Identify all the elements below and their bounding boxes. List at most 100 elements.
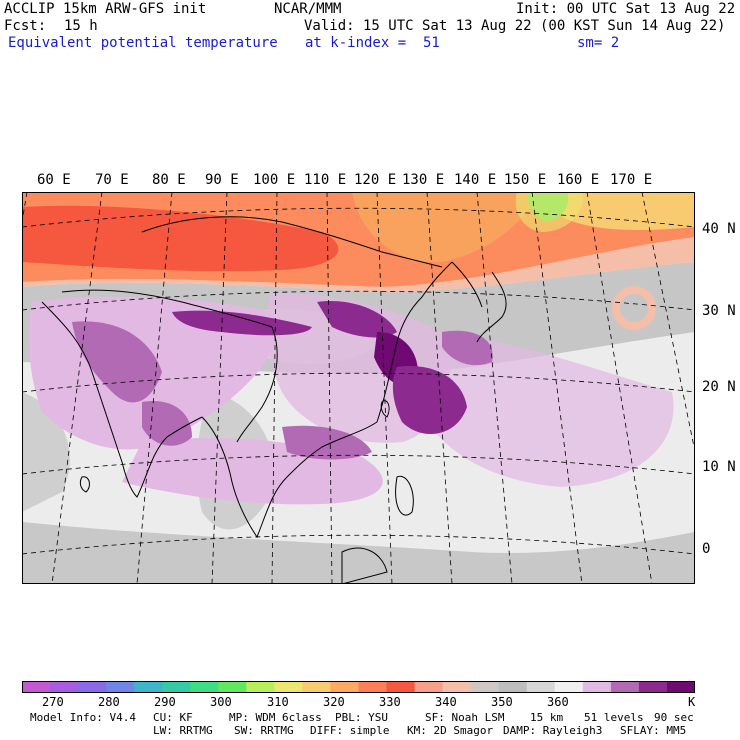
lat-label: 0 xyxy=(702,541,711,557)
lon-label: 60 E xyxy=(37,172,71,188)
smooth-label: sm= 2 xyxy=(577,35,620,51)
mp-scheme: MP: WDM 6class xyxy=(229,711,322,724)
purple-core-india xyxy=(72,321,162,403)
colorbar-segment xyxy=(106,681,135,693)
theta-e-map xyxy=(22,192,695,584)
lon-label: 120 E xyxy=(354,172,397,188)
pbl-scheme: PBL: YSU xyxy=(335,711,388,724)
colorbar-segment xyxy=(190,681,219,693)
colorbar-segment xyxy=(358,681,388,693)
km-scheme: KM: 2D Smagor xyxy=(407,724,494,737)
red-north-core xyxy=(22,205,339,272)
model-info: Model Info: V4.4 xyxy=(30,711,136,724)
levels: 51 levels xyxy=(584,711,644,724)
gray-south-edge xyxy=(22,522,695,584)
lw-scheme: LW: RRTMG xyxy=(153,724,213,737)
lat-label: 30 N xyxy=(702,303,736,319)
island-taiwan xyxy=(380,400,390,418)
sf-scheme: SF: Noah LSM xyxy=(425,711,505,724)
colorbar-segment xyxy=(274,681,303,693)
colorbar-segment xyxy=(470,681,500,693)
colorbar-tick: 290 xyxy=(154,695,176,709)
lat-label: 40 N xyxy=(702,221,736,237)
init-time: Init: 00 UTC Sat 13 Aug 22 xyxy=(516,1,736,17)
colorbar-tick: 320 xyxy=(323,695,345,709)
level-label: at k-index = 51 xyxy=(305,35,440,51)
colorbar-segment xyxy=(442,681,472,693)
meridian-170e xyxy=(641,192,695,454)
sw-scheme: SW: RRTMG xyxy=(234,724,294,737)
purple-core-central-china xyxy=(317,301,397,338)
meridian-90e xyxy=(211,192,228,584)
lon-label: 100 E xyxy=(253,172,296,188)
cu-scheme: CU: KF xyxy=(153,711,193,724)
coastline-indochina xyxy=(201,416,378,539)
meridian-140e xyxy=(476,192,513,584)
fcst-value: 15 h xyxy=(64,18,98,34)
colorbar-tick: 270 xyxy=(42,695,64,709)
colorbar-tick: 300 xyxy=(210,695,232,709)
colorbar-segment xyxy=(414,681,444,693)
meridian-110e xyxy=(326,192,333,584)
lon-label: 110 E xyxy=(304,172,347,188)
lavender-region-pacific xyxy=(422,332,674,487)
border-himalaya xyxy=(61,289,273,328)
parallel-10n xyxy=(22,454,695,475)
colorbar-segment xyxy=(554,681,584,693)
org-label: NCAR/MMM xyxy=(274,1,342,17)
colorbar-tick: 360 xyxy=(547,695,569,709)
colorbar-tick: 280 xyxy=(98,695,120,709)
orange-northeast xyxy=(352,192,542,263)
islands-philippines xyxy=(395,475,414,516)
colorbar-segment xyxy=(582,681,612,693)
colorbar-segment xyxy=(666,681,695,693)
parallel-20n xyxy=(22,372,695,393)
meridian-80e xyxy=(136,192,173,584)
colorbar-tick: 330 xyxy=(379,695,401,709)
colorbar-segment xyxy=(386,681,416,693)
colorbar-segment xyxy=(302,681,331,693)
colorbar-segment xyxy=(498,681,528,693)
colorbar-segment xyxy=(638,681,668,693)
colorbar-segment xyxy=(162,681,191,693)
resolution: 15 km xyxy=(530,711,564,724)
parallel-0 xyxy=(22,534,695,555)
meridian-70e xyxy=(51,192,103,584)
lon-label: 150 E xyxy=(504,172,547,188)
parallel-40n xyxy=(22,207,695,228)
tan-transition xyxy=(22,237,695,292)
colorbar-segment xyxy=(610,681,640,693)
map-frame xyxy=(22,192,695,584)
fcst-label: Fcst: xyxy=(4,18,47,34)
lon-label: 130 E xyxy=(402,172,445,188)
colorbar-segment xyxy=(78,681,107,693)
colorbar-segment xyxy=(134,681,163,693)
colorbar-segment xyxy=(218,681,247,693)
colorbar-segment xyxy=(50,681,79,693)
meridian-100e xyxy=(271,192,278,584)
time-step: 90 sec xyxy=(654,711,694,724)
island-borneo xyxy=(341,547,388,584)
diff-scheme: DIFF: simple xyxy=(310,724,390,737)
lon-label: 80 E xyxy=(152,172,186,188)
purple-patch-indochina xyxy=(282,425,372,460)
coastline-china-east xyxy=(376,261,453,423)
field-name: Equivalent potential temperature xyxy=(8,35,278,51)
lon-label: 170 E xyxy=(610,172,653,188)
meridian-120e xyxy=(376,192,393,584)
lon-label: 160 E xyxy=(557,172,600,188)
meridian-130e xyxy=(426,192,453,584)
sflay-scheme: SFLAY: MM5 xyxy=(620,724,687,737)
colorbar-tick: 310 xyxy=(267,695,289,709)
lon-label: 90 E xyxy=(205,172,239,188)
yellow-hotspot xyxy=(515,192,583,232)
purple-band-tibet xyxy=(172,310,312,336)
meridian-160e xyxy=(586,192,653,584)
colorbar-segment xyxy=(330,681,359,693)
purple-band-philippine-sea xyxy=(392,366,467,434)
border-mongolia xyxy=(141,216,443,268)
valid-time: Valid: 15 UTC Sat 13 Aug 22 (00 KST Sun … xyxy=(304,18,726,34)
coastline-india xyxy=(41,301,203,498)
colorbar-segment xyxy=(22,681,51,693)
damp-scheme: DAMP: Rayleigh3 xyxy=(503,724,603,737)
